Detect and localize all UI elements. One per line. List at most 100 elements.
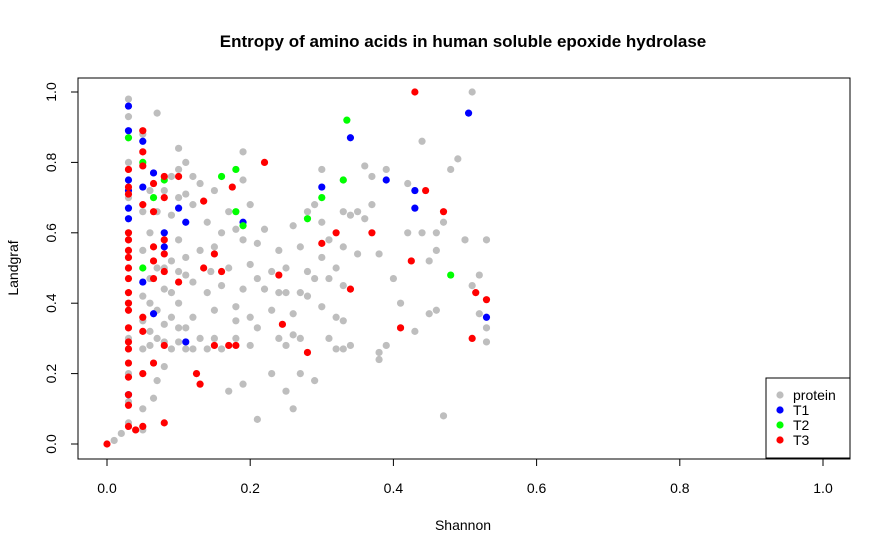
point-protein bbox=[253, 415, 261, 423]
legend-label-protein: protein bbox=[793, 387, 836, 403]
point-t1 bbox=[149, 169, 158, 177]
point-protein bbox=[447, 165, 455, 174]
point-protein bbox=[339, 282, 347, 290]
point-t3 bbox=[124, 274, 133, 283]
point-protein bbox=[153, 109, 161, 117]
point-protein bbox=[475, 310, 483, 318]
point-protein bbox=[311, 201, 319, 209]
point-protein bbox=[282, 264, 290, 272]
point-protein bbox=[189, 313, 197, 321]
point-t3 bbox=[200, 264, 208, 272]
point-protein bbox=[260, 285, 269, 293]
point-protein bbox=[404, 179, 412, 188]
point-t3 bbox=[160, 250, 168, 258]
point-protein bbox=[361, 215, 369, 223]
point-protein bbox=[217, 229, 226, 237]
point-t3 bbox=[139, 327, 147, 335]
legend-marker-t1 bbox=[776, 406, 784, 414]
legend-marker-t2 bbox=[776, 421, 784, 429]
point-protein bbox=[253, 274, 261, 283]
x-tick-label: 0.6 bbox=[527, 480, 547, 496]
legend-box bbox=[765, 377, 851, 459]
point-protein bbox=[175, 338, 183, 346]
point-t3 bbox=[232, 341, 240, 350]
point-protein bbox=[439, 218, 448, 226]
point-protein bbox=[318, 218, 326, 226]
point-t1 bbox=[124, 215, 133, 223]
point-protein bbox=[146, 229, 154, 237]
point-t3 bbox=[124, 246, 133, 254]
point-t3 bbox=[124, 359, 133, 367]
point-t3 bbox=[332, 229, 340, 237]
point-protein bbox=[339, 243, 347, 251]
point-protein bbox=[210, 243, 218, 251]
point-protein bbox=[318, 303, 326, 311]
point-protein bbox=[239, 380, 247, 388]
point-protein bbox=[246, 201, 254, 209]
point-protein bbox=[225, 208, 233, 216]
point-t3 bbox=[482, 296, 491, 304]
x-axis: 0.0 0.2 0.4 0.6 0.8 1.0 bbox=[97, 458, 833, 496]
point-protein bbox=[354, 250, 362, 258]
point-protein bbox=[182, 324, 190, 332]
point-t3 bbox=[160, 172, 168, 181]
point-t3 bbox=[396, 324, 405, 332]
point-t3 bbox=[210, 341, 218, 350]
point-t1 bbox=[182, 338, 190, 346]
point-protein bbox=[260, 225, 269, 233]
point-protein bbox=[207, 267, 215, 276]
point-protein bbox=[289, 310, 297, 318]
point-t1 bbox=[149, 310, 158, 318]
point-protein bbox=[182, 345, 190, 353]
point-t2 bbox=[124, 134, 133, 142]
point-protein bbox=[182, 158, 190, 166]
point-t3 bbox=[132, 426, 140, 434]
point-protein bbox=[182, 253, 190, 262]
point-t3 bbox=[439, 208, 448, 216]
point-protein bbox=[289, 222, 297, 230]
point-protein bbox=[189, 201, 197, 209]
point-t3 bbox=[472, 289, 480, 297]
y-tick-label: 0.2 bbox=[43, 364, 59, 384]
point-protein bbox=[167, 172, 176, 181]
point-protein bbox=[375, 250, 383, 258]
point-t3 bbox=[124, 401, 133, 409]
point-t1 bbox=[139, 137, 147, 145]
x-tick-label: 0.8 bbox=[670, 480, 690, 496]
point-t3 bbox=[124, 264, 133, 272]
point-protein bbox=[232, 303, 240, 311]
point-protein bbox=[275, 334, 283, 342]
point-protein bbox=[189, 345, 197, 353]
point-protein bbox=[149, 394, 158, 402]
point-t1 bbox=[124, 176, 133, 184]
point-t3 bbox=[124, 165, 133, 174]
point-protein bbox=[239, 148, 247, 156]
point-t1 bbox=[139, 278, 147, 286]
point-protein bbox=[210, 186, 218, 195]
point-t3 bbox=[149, 257, 158, 265]
point-protein bbox=[232, 334, 240, 342]
point-protein bbox=[160, 362, 168, 371]
legend-marker-t3 bbox=[776, 436, 784, 444]
point-protein bbox=[210, 334, 218, 342]
point-protein bbox=[124, 113, 133, 121]
point-protein bbox=[160, 320, 168, 328]
x-tick-label: 0.4 bbox=[384, 480, 404, 496]
point-t3 bbox=[124, 324, 133, 332]
point-protein bbox=[153, 264, 161, 272]
point-protein bbox=[175, 299, 183, 307]
y-tick-label: 0.6 bbox=[43, 223, 59, 243]
point-protein bbox=[368, 172, 376, 181]
point-protein bbox=[182, 190, 190, 198]
point-protein bbox=[153, 334, 161, 342]
point-t3 bbox=[192, 370, 201, 378]
point-t1 bbox=[182, 218, 190, 226]
x-tick-label: 1.0 bbox=[813, 480, 833, 496]
point-protein bbox=[296, 370, 304, 378]
point-protein bbox=[296, 289, 304, 297]
point-protein bbox=[425, 310, 433, 318]
point-t3 bbox=[278, 320, 287, 328]
point-t3 bbox=[160, 194, 168, 202]
point-t3 bbox=[368, 229, 376, 237]
point-protein bbox=[232, 225, 240, 233]
